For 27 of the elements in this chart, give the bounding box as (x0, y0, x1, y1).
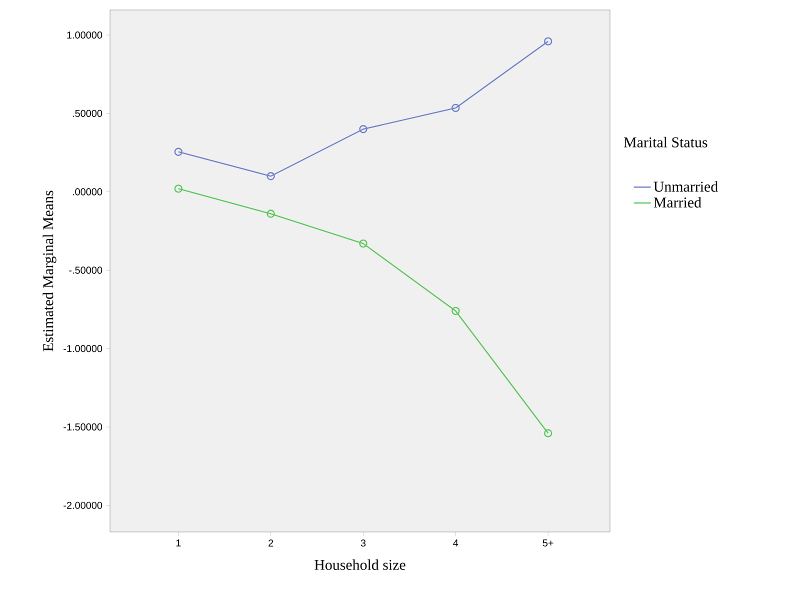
y-tick-label: .00000 (72, 188, 102, 196)
x-tick-label: 1 (176, 540, 181, 546)
point (359, 125, 368, 134)
point (544, 37, 552, 46)
x-tick-label: 4 (453, 540, 458, 546)
y-axis-title: Estimated Marginal Means (42, 190, 56, 352)
y-tick-label: -1.50000 (64, 423, 102, 430)
point (544, 429, 552, 438)
y-tick-label: 1.00000 (67, 32, 102, 39)
point (359, 239, 368, 248)
y-tick-label: -.50000 (69, 266, 102, 274)
legend-label: Unmarried (654, 181, 718, 192)
x-tick-label: 5+ (542, 540, 554, 546)
point (174, 184, 182, 193)
point (174, 148, 182, 156)
legend-label: Married (654, 197, 702, 208)
point (266, 210, 275, 218)
point (452, 104, 460, 112)
y-tick-label: .50000 (72, 110, 102, 117)
y-tick-label: -2.00000 (64, 502, 102, 509)
x-tick-label: 3 (360, 540, 366, 547)
x-axis-title: Household size (314, 559, 406, 570)
y-tick-label: -1.00000 (64, 345, 102, 352)
point (452, 306, 460, 316)
legend-title: Marital Status (624, 136, 708, 148)
x-tick-label: 2 (268, 540, 274, 546)
point (266, 172, 275, 180)
